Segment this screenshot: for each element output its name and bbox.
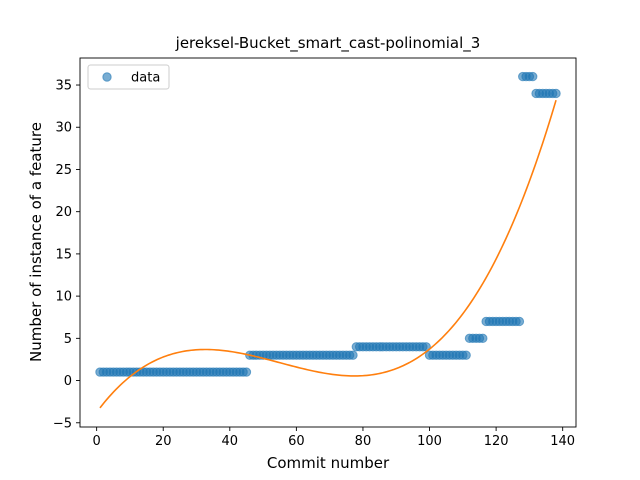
y-tick-label: 30 xyxy=(55,121,72,136)
x-tick-label: 20 xyxy=(155,434,172,449)
x-tick-label: 0 xyxy=(93,434,101,449)
data-point xyxy=(241,367,252,377)
legend: data xyxy=(87,64,170,90)
legend-label: data xyxy=(131,71,160,86)
data-point xyxy=(461,350,471,360)
y-tick-label: 35 xyxy=(55,79,72,94)
x-axis-label: Commit number xyxy=(267,454,390,472)
data-point xyxy=(478,333,488,344)
y-tick-label: 10 xyxy=(55,290,72,305)
data-point xyxy=(514,316,525,327)
y-tick-label: 15 xyxy=(55,247,72,262)
x-tick-label: 60 xyxy=(288,434,305,449)
y-tick-label: 25 xyxy=(55,163,72,178)
x-tick-label: 40 xyxy=(222,434,239,449)
y-axis-label: Number of instance of a feature xyxy=(27,122,45,362)
x-tick-label: 80 xyxy=(355,434,372,449)
data-point xyxy=(551,88,561,99)
y-tick-label: 0 xyxy=(64,374,72,389)
fit-line xyxy=(99,99,557,409)
chart-title: jereksel-Bucket_smart_cast-polinomial_3 xyxy=(175,34,481,53)
y-tick-label: 5 xyxy=(64,332,72,347)
x-tick-label: 120 xyxy=(484,434,509,449)
data-point xyxy=(348,350,358,360)
legend-box xyxy=(87,64,170,90)
y-tick-label: −5 xyxy=(53,416,72,431)
x-tick-label: 100 xyxy=(417,434,442,449)
plot-frame xyxy=(79,57,577,428)
legend-marker xyxy=(102,72,112,82)
data-point xyxy=(528,71,538,82)
y-tick-label: 20 xyxy=(55,205,72,220)
x-tick-label: 140 xyxy=(550,434,575,449)
